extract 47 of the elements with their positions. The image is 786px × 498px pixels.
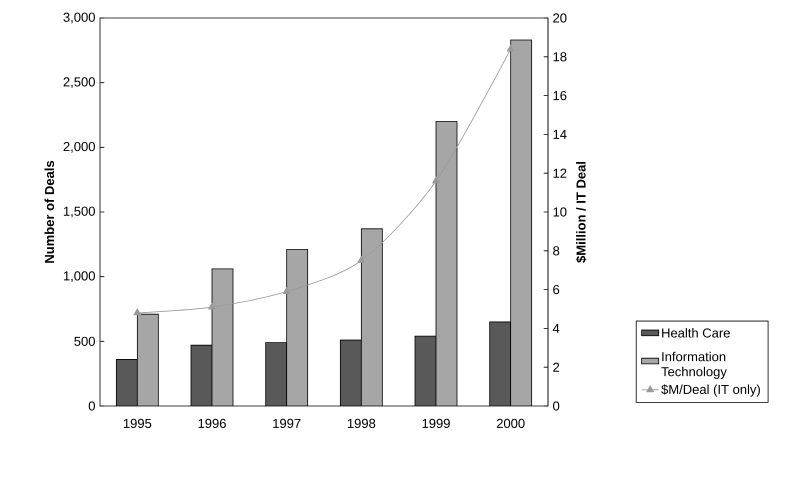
y2-tick-label: 16 [554,90,566,100]
legend-label: $M/Deal (IT only) [661,384,760,397]
point [133,308,142,316]
y2-tick-label: 2 [553,362,560,372]
y2-tick-label: 8 [553,246,560,256]
legend-label: Information Technology [661,352,727,379]
y2-tick-label: 12 [554,168,566,178]
x-tick-label: 1998 [348,418,376,428]
bar [212,268,234,406]
bar [136,314,159,406]
y-tick-label: 1,000 [64,271,95,282]
y-tick-label: 500 [74,336,95,346]
bar [190,344,212,406]
bar [436,121,458,406]
y2-tick-label: 10 [554,207,566,217]
bar [414,336,436,406]
y2-tick-label: 14 [554,130,567,139]
x-tick-label: 1995 [124,418,152,428]
x-tick-label: 1999 [422,418,450,428]
point [357,256,366,263]
point [432,176,440,184]
y2-tick-label: 0 [553,401,560,411]
y2-tick-label: 20 [553,13,566,23]
bar [286,249,308,406]
x-tick-label: 1997 [273,418,300,428]
point [282,287,291,294]
x-tick-label: 2000 [496,418,525,428]
legend-label: Health Care [662,328,730,338]
y-tick-label: 2,500 [64,77,95,88]
point [506,44,515,52]
bar [116,359,138,406]
y2-axis-title: $Million / IT Deal [576,162,586,263]
y2-tick-label: 18 [554,52,566,62]
point [208,302,216,310]
bar [489,322,512,406]
bar [360,228,383,406]
bar [510,40,532,406]
x-tick-label: 1996 [198,418,226,428]
y-axis-title: Number of Deals [44,160,54,263]
y2-tick-label: 6 [553,284,560,294]
y-tick-label: 2,000 [64,142,95,153]
y-tick-label: 1,500 [64,206,95,218]
y-tick-label: 0 [88,401,95,411]
y-tick-label: 3,000 [63,12,95,24]
y2-tick-label: 4 [552,324,560,333]
bar [340,340,362,406]
bar [265,342,288,406]
